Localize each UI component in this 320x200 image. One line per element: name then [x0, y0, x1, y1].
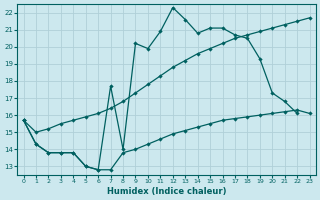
X-axis label: Humidex (Indice chaleur): Humidex (Indice chaleur) [107, 187, 226, 196]
